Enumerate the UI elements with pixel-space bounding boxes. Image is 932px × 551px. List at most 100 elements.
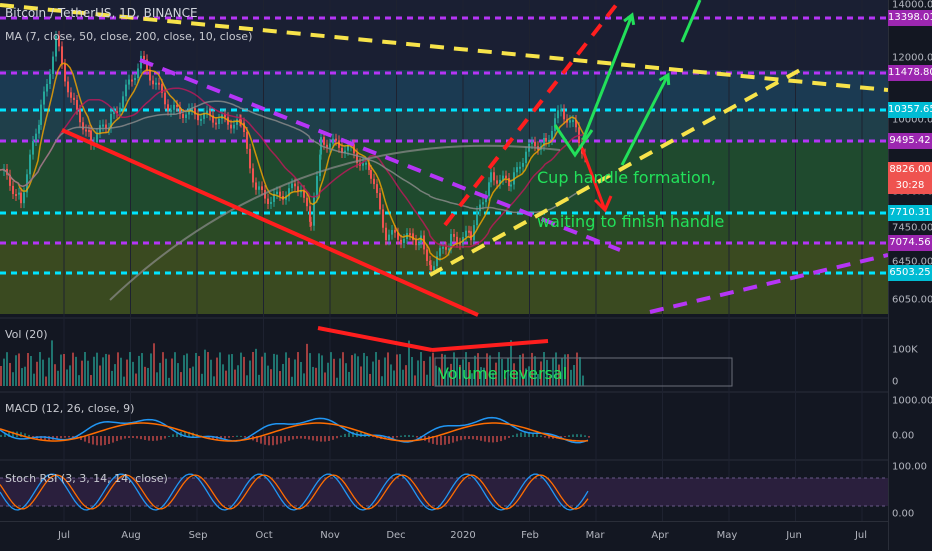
symbol-title[interactable]: Bitcoin / TetherUS, 1D, BINANCE [5, 6, 198, 20]
volume-bar [174, 352, 176, 386]
candle-body [560, 109, 562, 112]
macd-histogram-bar [68, 436, 70, 438]
waiting-handle-annotation[interactable]: waiting to finish handle [537, 212, 725, 231]
macd-histogram-bar [508, 436, 510, 438]
macd-histogram-bar [580, 434, 582, 437]
volume-bar [123, 376, 125, 386]
volume-bar [507, 358, 509, 386]
candle-body [179, 106, 181, 115]
candle-body [122, 96, 124, 108]
volume-bar [510, 340, 512, 386]
volume-bar [261, 356, 263, 386]
volume-bar [447, 371, 449, 386]
candle-body [40, 104, 42, 125]
volume-bar [48, 357, 50, 386]
candle-body [143, 55, 145, 60]
volume-tick: 0 [892, 376, 899, 388]
volume-bar [519, 355, 521, 386]
chart-canvas[interactable] [0, 0, 888, 521]
zone-band [0, 214, 888, 244]
volume-reversal-annotation[interactable]: Volume reversal [438, 364, 568, 383]
volume-indicator-label[interactable]: Vol (20) [5, 328, 48, 341]
volume-bar [237, 365, 239, 386]
candle-body [258, 186, 260, 190]
candle-body [470, 231, 472, 241]
volume-bar [270, 369, 272, 386]
macd-histogram-bar [548, 436, 550, 439]
candle-body [155, 82, 157, 85]
volume-bar [357, 356, 359, 386]
volume-bar [252, 352, 254, 386]
volume-bar [57, 370, 59, 386]
stoch-rsi-indicator-label[interactable]: Stoch RSI (3, 3, 14, 14, close) [5, 472, 168, 485]
volume-bar [528, 366, 530, 386]
time-tick: May [716, 530, 738, 541]
macd-indicator-label[interactable]: MACD (12, 26, close, 9) [5, 402, 135, 415]
candle-body [52, 56, 54, 74]
volume-bar [93, 356, 95, 386]
candle-body [252, 168, 254, 183]
candle-body [116, 111, 118, 114]
volume-bar [267, 365, 269, 386]
volume-bar [84, 352, 86, 386]
macd-histogram-bar [276, 436, 278, 445]
macd-histogram-bar [504, 436, 506, 440]
volume-bar [354, 353, 356, 386]
candle-body [456, 236, 458, 243]
macd-histogram-bar [428, 436, 430, 443]
candle-body [415, 239, 417, 246]
volume-bar [531, 352, 533, 386]
volume-bar [276, 354, 278, 386]
candle-body [391, 230, 393, 235]
volume-bar [189, 368, 191, 386]
volume-bar [450, 363, 452, 386]
macd-histogram-bar [112, 436, 114, 443]
macd-histogram-bar [148, 436, 150, 441]
candle-body [499, 179, 501, 184]
volume-bar [159, 362, 161, 386]
candle-body [344, 150, 346, 153]
green-up-arrow [680, 0, 702, 43]
candle-body [519, 166, 521, 169]
ma-indicator-label[interactable]: MA (7, close, 50, close, 200, close, 10,… [5, 30, 253, 43]
volume-bar [147, 367, 149, 386]
volume-bar [555, 352, 557, 386]
candle-body [291, 183, 293, 189]
volume-bar [69, 365, 71, 386]
macd-histogram-bar [336, 436, 338, 439]
macd-histogram-bar [332, 436, 334, 440]
volume-bar [327, 362, 329, 386]
macd-histogram-bar [176, 432, 178, 437]
macd-histogram-bar [512, 435, 514, 437]
volume-bar [198, 356, 200, 386]
current-price-badge: 8826.00 [888, 162, 932, 178]
macd-histogram-bar [452, 436, 454, 443]
green-up-arrow-head [623, 12, 636, 26]
candle-body [450, 234, 452, 249]
macd-histogram-bar [396, 436, 398, 438]
time-tick: Nov [320, 530, 340, 541]
macd-histogram-bar [168, 435, 170, 437]
candle-body [323, 137, 325, 145]
candle-body [394, 230, 396, 233]
candle-body [319, 154, 321, 177]
macd-histogram-bar [60, 436, 62, 439]
cup-handle-annotation[interactable]: Cup handle formation, [537, 168, 717, 187]
volume-bar [15, 355, 17, 386]
volume-bar [459, 364, 461, 386]
candle-body [164, 92, 166, 105]
volume-bar [573, 365, 575, 386]
macd-histogram-bar [292, 436, 294, 440]
volume-reversal-line [317, 326, 433, 352]
volume-bar [168, 377, 170, 386]
volume-bar [309, 353, 311, 386]
time-axis[interactable] [0, 521, 888, 551]
candle-body [233, 124, 235, 129]
macd-histogram-bar [460, 436, 462, 441]
macd-histogram-bar [240, 435, 242, 437]
volume-bar [396, 354, 398, 386]
volume-bar [75, 356, 77, 386]
candle-body [32, 140, 34, 155]
macd-histogram-bar [404, 435, 406, 437]
volume-bar [405, 365, 407, 386]
